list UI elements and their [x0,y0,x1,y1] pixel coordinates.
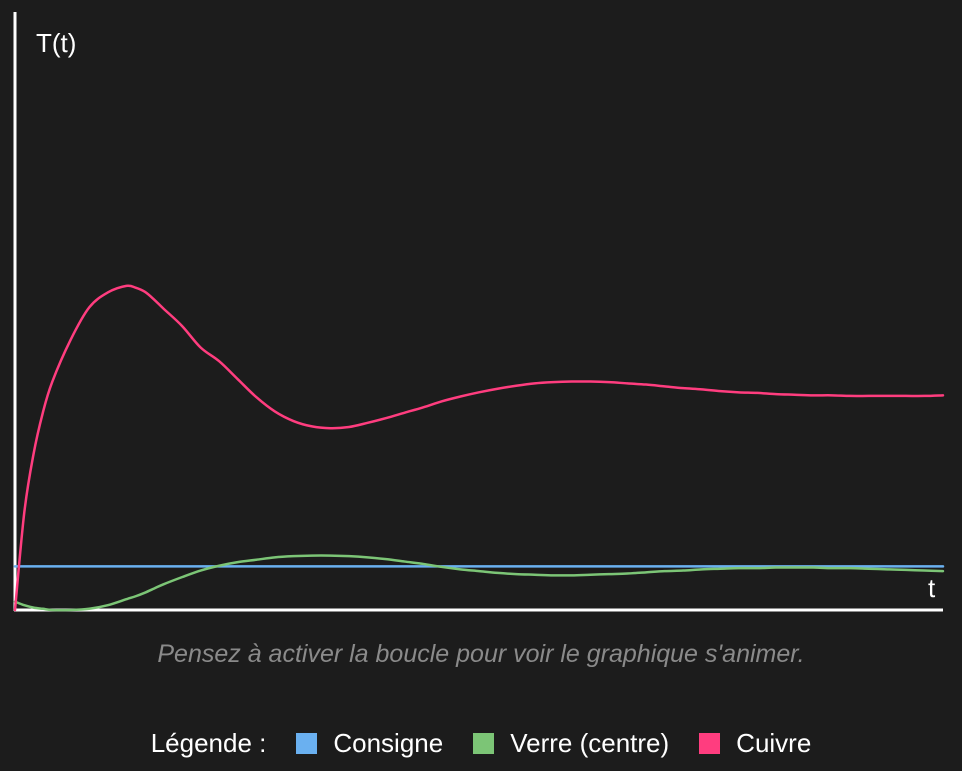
legend-label-consigne: Consigne [333,728,444,758]
series-line-cuivre [13,284,945,612]
y-axis-label: T(t) [36,28,76,58]
legend-item-verre: Verre (centre) [473,728,669,759]
series-layer [13,284,945,612]
legend-swatch-cuivre [699,733,721,754]
legend-title: Légende : [150,728,267,758]
series-line-verre-centre [13,554,945,612]
legend-swatch-verre [473,733,495,754]
loop-hint-text: Pensez à activer la boucle pour voir le … [157,640,805,668]
legend: Légende : Consigne Verre (centre) Cuivre [0,728,962,759]
legend-item-cuivre: Cuivre [699,728,811,759]
legend-label-cuivre: Cuivre [736,728,812,758]
legend-item-consigne: Consigne [296,728,443,759]
x-axis-label: t [928,573,936,603]
legend-swatch-consigne [296,733,318,754]
legend-label-verre: Verre (centre) [510,728,670,758]
